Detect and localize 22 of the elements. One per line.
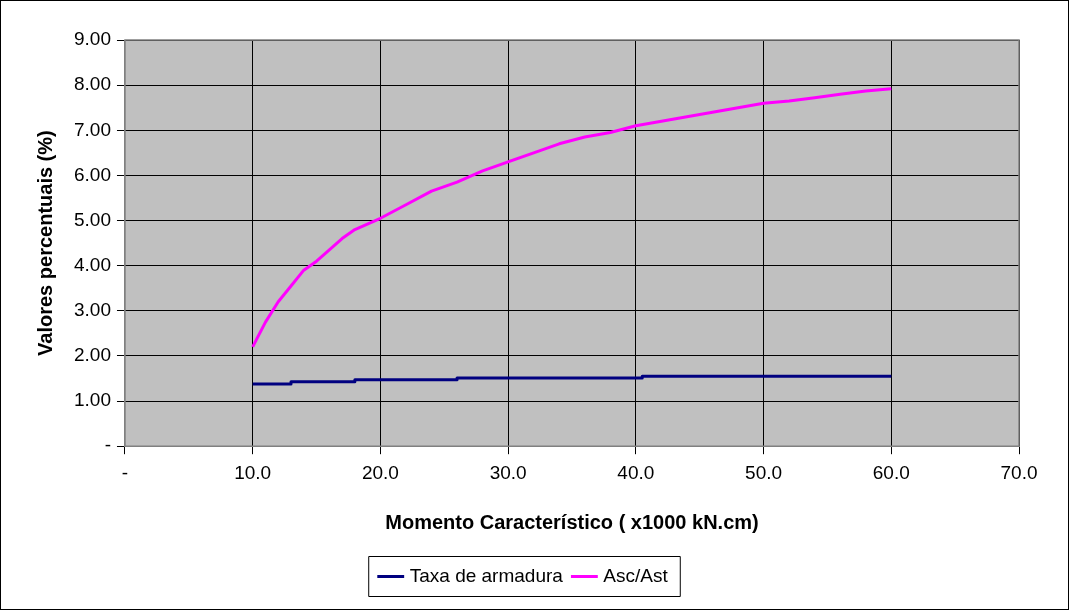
- y-tick-label: 1.00: [74, 389, 111, 411]
- y-tick-label: 3.00: [74, 299, 111, 321]
- x-tick-label: 60.0: [872, 461, 910, 483]
- x-tick-label: 30.0: [489, 461, 527, 483]
- y-tick-label: 2.00: [74, 344, 111, 366]
- x-tick-label: -: [121, 461, 129, 483]
- y-tick-label: 9.00: [74, 28, 111, 50]
- y-axis-title: Valores percentuais (%): [33, 130, 56, 356]
- x-tick-label: 20.0: [361, 461, 399, 483]
- y-tick-label: -: [104, 434, 111, 456]
- x-tick-label: 70.0: [1000, 461, 1038, 483]
- x-tick-label: 50.0: [745, 461, 783, 483]
- x-tick-label: 40.0: [617, 461, 655, 483]
- legend-label: Taxa de armadura: [409, 564, 564, 586]
- y-tick-label: 8.00: [74, 73, 111, 95]
- x-tick-label: 10.0: [234, 461, 272, 483]
- x-axis-title: Momento Característico ( x1000 kN.cm): [385, 510, 759, 533]
- y-tick-label: 6.00: [74, 163, 111, 185]
- y-tick-label: 7.00: [74, 118, 111, 140]
- y-tick-label: 4.00: [74, 253, 111, 275]
- legend-label: Asc/Ast: [603, 564, 669, 586]
- y-tick-label: 5.00: [74, 208, 111, 230]
